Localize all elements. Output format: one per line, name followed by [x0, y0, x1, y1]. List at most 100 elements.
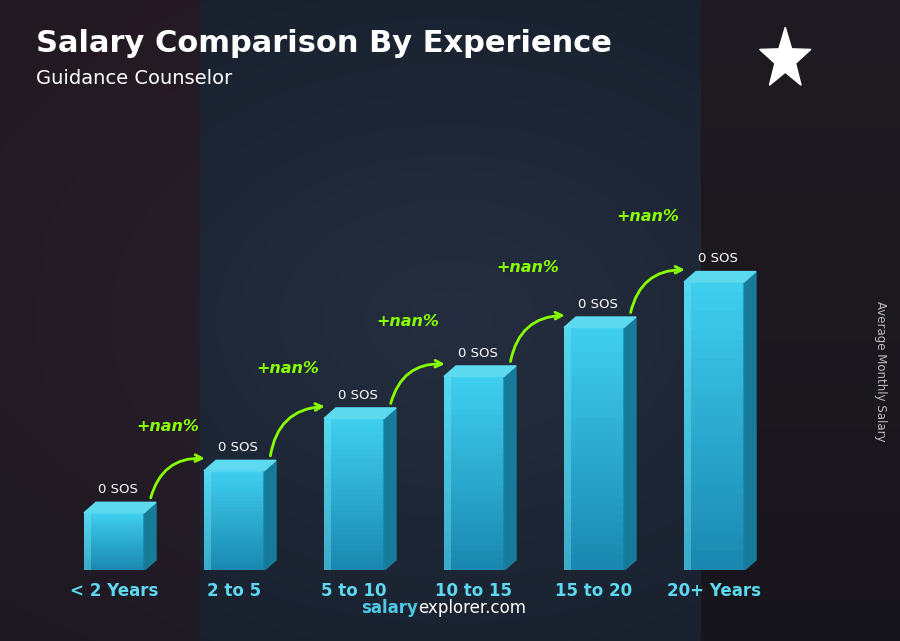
- Bar: [204, 497, 264, 501]
- Bar: [84, 544, 144, 545]
- Bar: [444, 435, 504, 441]
- Bar: [204, 554, 264, 557]
- Bar: [84, 567, 144, 569]
- Polygon shape: [760, 28, 811, 85]
- Text: 0 SOS: 0 SOS: [698, 253, 737, 265]
- Bar: [324, 525, 384, 530]
- Bar: [324, 429, 384, 433]
- Text: +nan%: +nan%: [256, 362, 320, 376]
- Bar: [684, 388, 744, 397]
- Bar: [444, 403, 504, 409]
- Bar: [564, 465, 624, 473]
- Bar: [324, 424, 384, 429]
- Text: explorer.com: explorer.com: [418, 599, 526, 617]
- Bar: [84, 515, 144, 517]
- Bar: [204, 511, 264, 514]
- Bar: [564, 360, 624, 368]
- Bar: [564, 401, 624, 408]
- Bar: [684, 292, 744, 301]
- Bar: [444, 493, 504, 499]
- Bar: [684, 407, 744, 417]
- Bar: [84, 549, 144, 551]
- Bar: [564, 384, 624, 392]
- Bar: [324, 515, 384, 520]
- Bar: [84, 522, 144, 524]
- Bar: [564, 530, 624, 538]
- Polygon shape: [444, 366, 516, 376]
- Bar: [684, 551, 744, 561]
- Bar: [444, 480, 504, 487]
- Polygon shape: [144, 503, 156, 570]
- Bar: [204, 537, 264, 540]
- Bar: [564, 490, 624, 497]
- Bar: [564, 473, 624, 481]
- Bar: [324, 489, 384, 494]
- Bar: [324, 560, 384, 565]
- Bar: [204, 564, 264, 567]
- Bar: [204, 524, 264, 528]
- Bar: [84, 542, 144, 544]
- Bar: [444, 512, 504, 519]
- Polygon shape: [564, 317, 636, 328]
- Bar: [84, 547, 144, 549]
- Bar: [84, 513, 144, 515]
- Bar: [84, 519, 144, 520]
- Bar: [684, 513, 744, 522]
- Bar: [204, 504, 264, 508]
- Bar: [564, 554, 624, 562]
- Text: +nan%: +nan%: [137, 419, 200, 434]
- Bar: [84, 528, 144, 530]
- Bar: [444, 415, 504, 422]
- Bar: [444, 467, 504, 474]
- Polygon shape: [384, 408, 396, 570]
- Bar: [204, 514, 264, 517]
- Bar: [204, 481, 264, 484]
- Bar: [84, 555, 144, 557]
- Polygon shape: [744, 272, 756, 570]
- Bar: [204, 501, 264, 504]
- Bar: [684, 532, 744, 542]
- Bar: [204, 560, 264, 564]
- Bar: [324, 494, 384, 499]
- Bar: [204, 471, 264, 474]
- Bar: [564, 417, 624, 425]
- Bar: [684, 282, 744, 292]
- Bar: [564, 336, 624, 344]
- Bar: [84, 559, 144, 561]
- Bar: [564, 562, 624, 570]
- Bar: [684, 369, 744, 378]
- Bar: [204, 534, 264, 537]
- Bar: [684, 542, 744, 551]
- Bar: [444, 499, 504, 506]
- Bar: [444, 551, 504, 558]
- Bar: [444, 460, 504, 467]
- Bar: [444, 519, 504, 525]
- Bar: [684, 349, 744, 359]
- Bar: [324, 433, 384, 438]
- Bar: [84, 540, 144, 542]
- Bar: [204, 487, 264, 491]
- Polygon shape: [684, 272, 756, 282]
- Bar: [204, 540, 264, 544]
- Bar: [564, 352, 624, 360]
- Bar: [564, 497, 624, 506]
- Bar: [324, 545, 384, 550]
- Bar: [564, 538, 624, 546]
- Bar: [684, 494, 744, 503]
- Bar: [84, 569, 144, 570]
- Text: 0 SOS: 0 SOS: [458, 347, 498, 360]
- Bar: [444, 487, 504, 493]
- Bar: [684, 522, 744, 532]
- Bar: [444, 531, 504, 538]
- Bar: [84, 551, 144, 553]
- Bar: [84, 524, 144, 526]
- Bar: [444, 376, 451, 570]
- Bar: [684, 465, 744, 474]
- Bar: [444, 409, 504, 415]
- Polygon shape: [264, 460, 276, 570]
- Bar: [444, 428, 504, 435]
- Bar: [444, 454, 504, 460]
- Bar: [564, 514, 624, 522]
- Text: 0 SOS: 0 SOS: [338, 388, 377, 402]
- Bar: [684, 474, 744, 484]
